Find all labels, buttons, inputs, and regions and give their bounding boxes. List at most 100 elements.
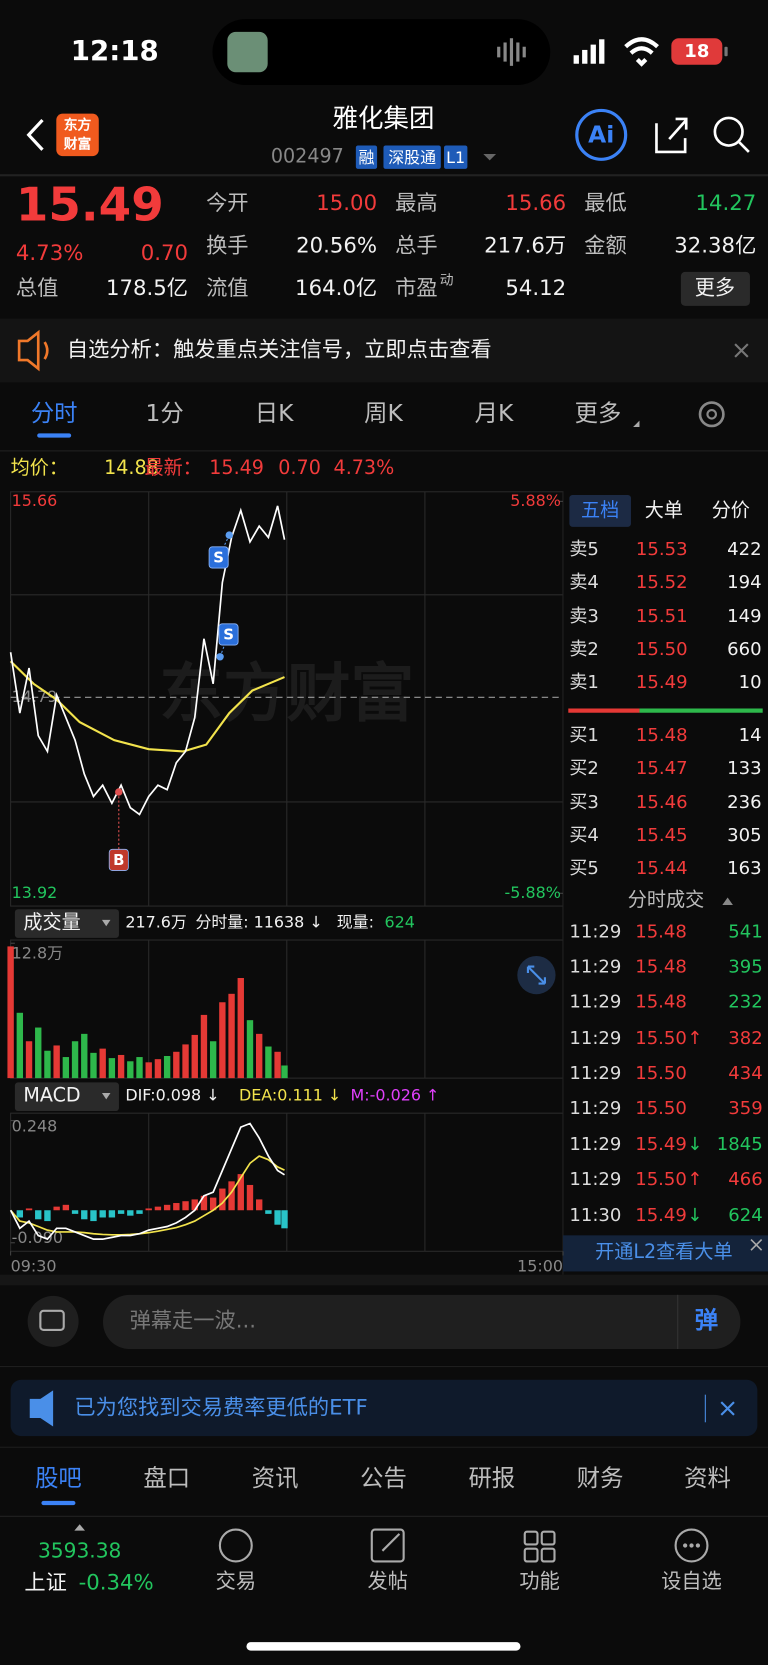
volume-bar <box>81 1033 88 1079</box>
book-level: 卖2 <box>569 639 599 660</box>
settings-button[interactable] <box>698 401 725 428</box>
index-change: -0.34% <box>79 1571 154 1596</box>
trade-price: 15.48 <box>635 957 687 978</box>
logo-text: 东方 <box>64 116 92 133</box>
section-tab[interactable]: 研报 <box>468 1464 515 1492</box>
close-l2[interactable] <box>750 1239 763 1251</box>
stat-value: 14.27 <box>696 191 757 216</box>
chart-tab[interactable]: 1分 <box>146 399 184 427</box>
nav-item[interactable]: 发帖 <box>368 1569 408 1593</box>
ai-button[interactable] <box>575 108 628 161</box>
section-tab[interactable]: 财务 <box>577 1464 624 1492</box>
volume-bar <box>99 1048 106 1079</box>
book-volume: 163 <box>727 858 761 879</box>
trade-price: 15.50 <box>635 1028 687 1049</box>
m-label: M:-0.026 ↑ <box>351 1086 440 1105</box>
notice-bar[interactable] <box>0 318 768 383</box>
macd-bar <box>209 1197 217 1211</box>
caret <box>74 1524 85 1531</box>
macd-bar <box>16 1210 24 1218</box>
volume-bar <box>7 946 14 1079</box>
macd-bar <box>90 1210 97 1222</box>
chart-tab[interactable]: 分时 <box>31 399 78 427</box>
nav-item[interactable]: 交易 <box>216 1569 256 1593</box>
volume-bar <box>237 978 244 1079</box>
banner-text[interactable]: 已为您找到交易费率更低的ETF <box>74 1395 367 1420</box>
nav-item[interactable]: 设自选 <box>661 1569 722 1593</box>
stat-label: 今开 <box>206 191 248 216</box>
search-button[interactable] <box>713 116 744 147</box>
stock-name: 雅化集团 <box>332 104 434 134</box>
book-level: 买1 <box>569 725 599 746</box>
macd-bar <box>265 1210 272 1214</box>
book-tab-active <box>569 494 631 527</box>
book-price: 15.46 <box>636 792 688 813</box>
change-amount: 0.70 <box>141 241 188 266</box>
section-tab[interactable]: 盘口 <box>143 1464 190 1492</box>
volume-selector[interactable] <box>14 909 119 938</box>
dots <box>683 1543 701 1548</box>
danmu-placeholder: 弹幕走一波... <box>130 1308 256 1333</box>
danmu-input[interactable] <box>103 1294 741 1349</box>
back-button[interactable] <box>26 118 44 151</box>
tag-badge <box>355 145 378 169</box>
stat-label: 总值 <box>16 276 58 301</box>
nav-item[interactable]: 功能 <box>519 1569 559 1593</box>
danmu-send[interactable]: 弹 <box>695 1306 718 1334</box>
trade-volume: 232 <box>728 992 762 1013</box>
chart-tab[interactable]: 更多 <box>575 399 622 427</box>
section-tab[interactable]: 资料 <box>684 1464 731 1492</box>
book-tab[interactable]: 五档 <box>581 498 619 521</box>
more-button[interactable] <box>680 271 750 306</box>
trade-marker <box>216 653 224 661</box>
macd-bar <box>35 1210 42 1220</box>
share-button[interactable] <box>655 117 688 154</box>
l2-link[interactable]: 开通L2查看大单 <box>595 1240 732 1263</box>
volume-bar <box>191 1034 198 1079</box>
trades-title: 分时成交 <box>628 888 704 911</box>
avg-price-line <box>9 660 285 753</box>
dea-label: DEA:0.111 ↓ <box>239 1086 341 1105</box>
book-tab[interactable]: 大单 <box>645 498 683 521</box>
chart-tab[interactable]: 月K <box>475 399 514 427</box>
marker-badge <box>218 623 239 646</box>
chart-tab[interactable]: 日K <box>255 399 294 427</box>
x-tick-label: 15:00 <box>517 1257 563 1276</box>
trade-volume: 359 <box>728 1098 762 1119</box>
ai-label[interactable]: Ai <box>588 120 614 148</box>
close-banner[interactable] <box>720 1401 735 1416</box>
watermark: 东方财富 <box>159 657 414 731</box>
more-button-label[interactable]: 更多 <box>695 275 735 299</box>
etf-banner[interactable] <box>10 1379 758 1437</box>
last-value: 15.49 <box>209 456 264 479</box>
y2-tick-label: -5.88% <box>505 883 561 902</box>
volume-bar <box>173 1051 180 1079</box>
chart-tab[interactable]: 周K <box>364 399 403 427</box>
volume-label[interactable]: 成交量 <box>23 911 80 934</box>
notice-text[interactable]: 自选分析：触发重点关注信号，立即点击查看 <box>67 338 492 363</box>
section-tab[interactable]: 股吧 <box>35 1464 82 1492</box>
macd-label[interactable]: MACD <box>23 1084 80 1107</box>
book-price: 15.53 <box>636 539 688 560</box>
divider <box>0 1274 768 1286</box>
volume-bar <box>228 993 235 1079</box>
section-tab[interactable]: 资讯 <box>252 1464 299 1492</box>
l2-bar[interactable] <box>562 1235 768 1272</box>
book-tab[interactable]: 分价 <box>712 498 750 521</box>
section-tab[interactable]: 公告 <box>360 1464 407 1492</box>
dropdown-caret[interactable] <box>483 154 497 161</box>
marker-badge <box>208 546 229 569</box>
danmu-toggle[interactable] <box>27 1295 79 1347</box>
book-level: 买5 <box>569 858 599 879</box>
volume-bar <box>44 1050 51 1079</box>
stat-label: 最高 <box>395 191 437 216</box>
book-volume: 660 <box>727 639 761 660</box>
audio-bars <box>497 38 526 66</box>
book-volume: 133 <box>727 758 761 779</box>
change-percent: 4.73% <box>16 241 83 266</box>
close-notice[interactable] <box>734 343 749 358</box>
macd-bar <box>108 1210 116 1218</box>
indicator-selector[interactable] <box>14 1082 119 1112</box>
trade-time: 11:29 <box>569 1028 621 1049</box>
macd-bar <box>237 1174 244 1211</box>
